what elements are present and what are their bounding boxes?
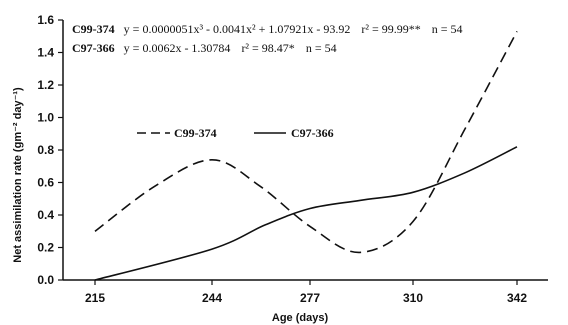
equation-2-label: C97-366: [72, 41, 115, 55]
equation-1-formula: y = 0.0000051x³ - 0.0041x² + 1.07921x - …: [124, 22, 351, 36]
series-layer: [94, 31, 518, 281]
equation-1-n: n = 54: [432, 22, 463, 36]
x-tick-label: 342: [507, 291, 527, 305]
y-tick-label: 1.6: [37, 13, 54, 27]
legend-label-c99-374: C99-374: [174, 126, 217, 140]
y-tick-label: 1.4: [37, 46, 54, 60]
legend-label-c97-366: C97-366: [291, 126, 334, 140]
y-tick-label: 0.8: [37, 143, 54, 157]
y-tick-label: 1.0: [37, 111, 54, 125]
y-ticks: 0.0 0.2 0.4 0.6 0.8 1.0 1.2 1.4 1.6: [37, 13, 63, 287]
x-tick-label: 215: [85, 291, 105, 305]
axes: [62, 20, 548, 281]
x-tick-label: 310: [403, 291, 423, 305]
series-line-c99-374: [94, 31, 518, 254]
equation-1-label: C99-374: [72, 22, 115, 36]
equation-line-1: C99-374 y = 0.0000051x³ - 0.0041x² + 1.0…: [72, 22, 463, 36]
legend: C99-374 C97-366: [137, 126, 334, 140]
y-tick-label: 1.2: [37, 78, 54, 92]
series-line-c97-366: [94, 146, 518, 281]
equation-2-r2: r² = 98.47*: [241, 41, 294, 55]
y-axis-title: Net assimilation rate (gm⁻² day⁻¹): [12, 87, 24, 263]
y-tick-label: 0.2: [37, 241, 54, 255]
y-tick-label: 0.6: [37, 176, 54, 190]
equation-2-n: n = 54: [306, 41, 337, 55]
equation-line-2: C97-366 y = 0.0062x - 1.30784 r² = 98.47…: [72, 41, 337, 55]
equation-2-formula: y = 0.0062x - 1.30784: [124, 41, 231, 55]
y-tick-label: 0.0: [37, 273, 54, 287]
x-axis-title: Age (days): [272, 312, 329, 324]
x-tick-label: 244: [202, 291, 222, 305]
y-tick-label: 0.4: [37, 208, 54, 222]
equation-1-r2: r² = 99.99**: [361, 22, 420, 36]
x-tick-label: 277: [300, 291, 320, 305]
x-ticks: 215 244 277 310 342: [85, 280, 527, 305]
